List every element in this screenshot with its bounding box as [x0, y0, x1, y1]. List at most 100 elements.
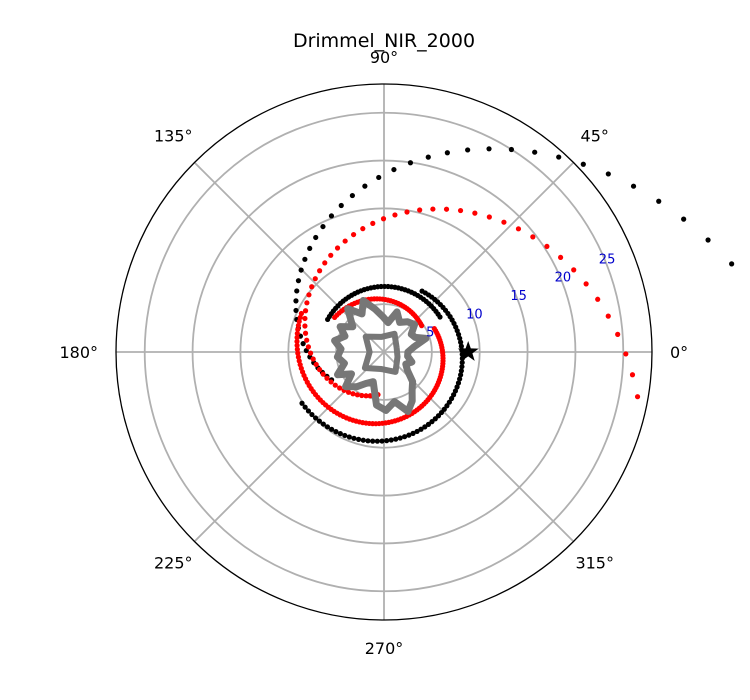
data-point [293, 298, 299, 304]
data-point [376, 174, 382, 181]
data-point [320, 421, 326, 427]
data-point [329, 426, 335, 432]
data-point [370, 220, 376, 226]
data-point [342, 432, 348, 439]
data-point [374, 438, 380, 444]
data-point [350, 391, 356, 397]
data-point [444, 150, 450, 156]
chart-title: Drimmel_NIR_2000 [293, 30, 475, 52]
angle-tick-label: 45° [581, 126, 609, 145]
data-point [407, 160, 414, 166]
angle-tick-label: 0° [670, 343, 688, 362]
data-point [458, 339, 464, 345]
data-points [293, 146, 735, 444]
data-point [393, 436, 399, 442]
data-point [379, 438, 385, 444]
data-point [532, 149, 538, 155]
data-point [305, 344, 312, 350]
bar-region-outline [331, 297, 430, 415]
data-point [312, 276, 318, 282]
data-point [629, 372, 636, 378]
data-point [320, 371, 326, 377]
data-point [302, 256, 308, 262]
data-point [302, 323, 308, 329]
data-point [458, 372, 464, 378]
bar-region-inner [361, 330, 401, 375]
data-point [324, 375, 330, 381]
data-point [515, 226, 522, 232]
angular-gridline [193, 351, 385, 543]
data-point [338, 202, 344, 209]
data-point [345, 389, 352, 395]
data-point [294, 338, 300, 345]
data-point [458, 343, 464, 349]
data-point [486, 214, 492, 220]
data-point [309, 411, 315, 418]
data-point [605, 171, 611, 177]
data-point [297, 314, 303, 321]
radial-tick-label: 25 [599, 252, 616, 267]
data-point [410, 430, 416, 436]
angle-tick-label: 315° [575, 554, 614, 573]
data-point [580, 161, 586, 167]
data-point [333, 428, 339, 435]
data-point [346, 434, 352, 440]
data-point [388, 437, 394, 443]
radial-tick-label: 20 [555, 271, 572, 286]
data-point [384, 438, 390, 444]
data-point [457, 376, 463, 382]
data-point [544, 243, 550, 250]
data-point [406, 432, 412, 438]
data-point [332, 382, 338, 388]
data-point [443, 206, 450, 212]
data-point [298, 267, 304, 273]
data-point [501, 219, 507, 225]
data-point [349, 192, 355, 199]
data-point [583, 281, 589, 287]
data-point [317, 268, 323, 274]
data-point [313, 234, 319, 241]
data-point [414, 428, 420, 435]
data-point [300, 341, 306, 347]
data-point [313, 361, 319, 368]
data-point [425, 421, 432, 427]
data-point [419, 288, 425, 294]
data-point [298, 310, 305, 317]
data-point [380, 216, 387, 222]
radial-tick-label: 15 [510, 289, 527, 304]
data-point [302, 330, 309, 336]
data-point [363, 393, 369, 399]
data-point [508, 146, 515, 153]
data-point [322, 260, 328, 266]
data-point [472, 210, 478, 216]
data-point [342, 238, 348, 244]
data-point [299, 400, 305, 406]
data-point [418, 426, 424, 432]
data-point [656, 198, 662, 204]
data-point [354, 392, 360, 398]
data-point [312, 415, 319, 421]
data-point [306, 292, 312, 298]
data-point [459, 359, 465, 366]
data-point [295, 326, 301, 333]
data-point [362, 183, 368, 189]
data-point [328, 379, 334, 385]
data-point [356, 436, 362, 442]
star-marker [457, 341, 479, 361]
data-point [630, 183, 637, 189]
data-point [294, 334, 300, 341]
data-point [457, 207, 464, 214]
data-point [397, 435, 403, 441]
radial-tick-label: 10 [466, 307, 483, 322]
data-point [304, 300, 310, 306]
polar-frame [115, 83, 653, 621]
data-point [294, 330, 300, 337]
data-point [328, 252, 334, 258]
tick-labels: 0° 45° 90° 135° 180° 225° 270° 315° 5 10 15 20 25 [59, 48, 688, 658]
data-point [392, 212, 398, 218]
data-point [316, 418, 322, 424]
data-point [296, 318, 302, 325]
data-point [294, 342, 300, 349]
data-point [304, 337, 310, 343]
data-point [295, 278, 302, 284]
